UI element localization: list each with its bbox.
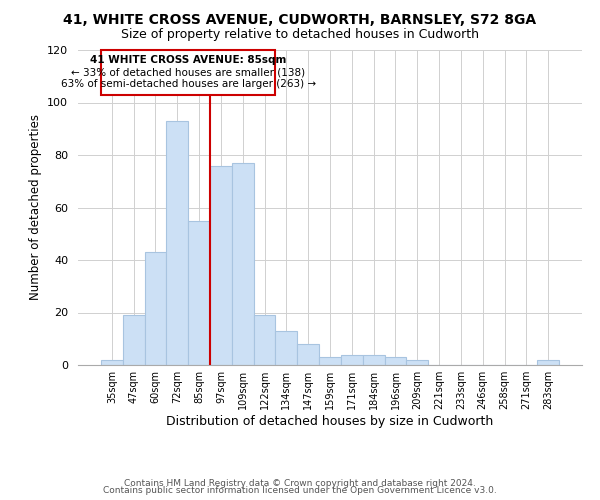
- Y-axis label: Number of detached properties: Number of detached properties: [29, 114, 41, 300]
- Bar: [385, 357, 406, 365]
- Bar: [406, 360, 428, 365]
- Bar: [297, 344, 319, 365]
- Bar: [341, 354, 363, 365]
- Text: 41, WHITE CROSS AVENUE, CUDWORTH, BARNSLEY, S72 8GA: 41, WHITE CROSS AVENUE, CUDWORTH, BARNSL…: [64, 12, 536, 26]
- Bar: [188, 220, 210, 365]
- Bar: [319, 357, 341, 365]
- Text: Contains public sector information licensed under the Open Government Licence v3: Contains public sector information licen…: [103, 486, 497, 495]
- FancyBboxPatch shape: [101, 50, 275, 94]
- Text: 63% of semi-detached houses are larger (263) →: 63% of semi-detached houses are larger (…: [61, 79, 316, 89]
- Bar: [254, 315, 275, 365]
- X-axis label: Distribution of detached houses by size in Cudworth: Distribution of detached houses by size …: [166, 415, 494, 428]
- Bar: [363, 354, 385, 365]
- Bar: [537, 360, 559, 365]
- Text: Size of property relative to detached houses in Cudworth: Size of property relative to detached ho…: [121, 28, 479, 41]
- Bar: [101, 360, 123, 365]
- Bar: [232, 163, 254, 365]
- Bar: [123, 315, 145, 365]
- Text: Contains HM Land Registry data © Crown copyright and database right 2024.: Contains HM Land Registry data © Crown c…: [124, 478, 476, 488]
- Bar: [210, 166, 232, 365]
- Text: 41 WHITE CROSS AVENUE: 85sqm: 41 WHITE CROSS AVENUE: 85sqm: [90, 55, 286, 65]
- Text: ← 33% of detached houses are smaller (138): ← 33% of detached houses are smaller (13…: [71, 67, 305, 77]
- Bar: [166, 121, 188, 365]
- Bar: [145, 252, 166, 365]
- Bar: [275, 331, 297, 365]
